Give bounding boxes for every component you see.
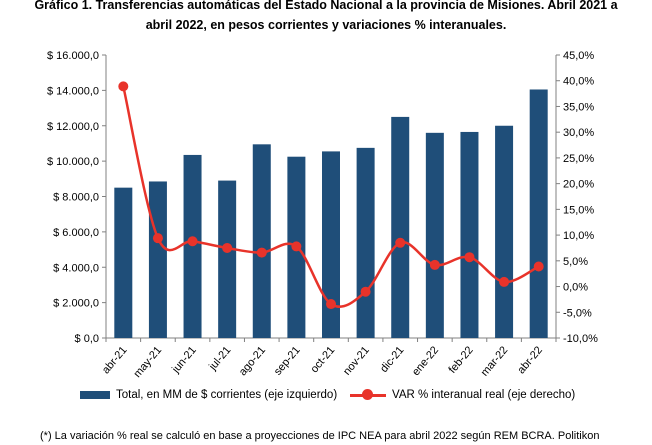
- legend-line-label: VAR % interanual real (eje derecho): [392, 389, 576, 401]
- legend-line-swatch: [350, 389, 386, 401]
- y-left-tick-label: $ 0,0: [75, 333, 99, 345]
- x-tick-label: jun-21: [169, 344, 198, 376]
- line-point: [222, 242, 233, 253]
- line-point: [291, 241, 302, 252]
- line-point: [152, 233, 163, 244]
- bar: [356, 147, 375, 338]
- line-point: [118, 81, 129, 92]
- bar: [322, 151, 340, 338]
- legend-item-line: VAR % interanual real (eje derecho): [350, 389, 575, 401]
- legend-item-bars: Total, en MM de $ corrientes (eje izquie…: [80, 389, 337, 401]
- legend-bar-label: Total, en MM de $ corrientes (eje izquie…: [116, 389, 338, 401]
- y-left-tick-label: $ 14.000,0: [47, 85, 99, 97]
- y-right-tick-label: -5,0%: [563, 307, 592, 319]
- bar: [252, 144, 271, 338]
- y-left-tick-label: $ 16.000,0: [47, 50, 99, 62]
- y-right-tick-label: 0,0%: [563, 282, 588, 294]
- x-tick-label: sep-21: [272, 344, 303, 377]
- chart-title-line-1: Gráfico 1. Transferencias automáticas de…: [34, 0, 618, 12]
- bar: [495, 125, 514, 338]
- y-left-tick-label: $ 2.000,0: [53, 298, 99, 310]
- x-tick-label: may-21: [131, 344, 164, 380]
- line-point: [187, 236, 198, 247]
- line-point: [256, 247, 267, 258]
- y-left-tick-label: $ 12.000,0: [47, 121, 99, 133]
- line-point: [326, 299, 336, 310]
- bar: [183, 154, 202, 338]
- bar: [529, 89, 548, 338]
- y-left-tick-label: $ 8.000,0: [53, 192, 99, 204]
- y-left-tick-label: $ 4.000,0: [53, 262, 99, 274]
- bar: [425, 132, 444, 338]
- y-left-tick-label: $ 6.000,0: [53, 227, 99, 239]
- line-point: [395, 237, 406, 248]
- bar: [114, 187, 133, 338]
- line-point: [429, 259, 440, 270]
- legend-bar-swatch: [80, 391, 110, 399]
- y-right-tick-label: 15,0%: [563, 204, 594, 216]
- combo-chart: $ 0,0 $ 2.000,0 $ 4.000,0 $ 6.000,0 $ 8.000,…: [47, 50, 598, 380]
- x-tick-label: jul-21: [206, 344, 233, 373]
- y-left-tick-label: $ 10.000,0: [47, 156, 99, 168]
- y-right-tick-label: 5,0%: [563, 256, 588, 268]
- footnote: (*) La variación % real se calculó en ba…: [40, 430, 600, 442]
- x-tick-label: abr-22: [515, 344, 545, 376]
- y-right-tick-label: -10,0%: [563, 333, 598, 345]
- x-tick-label: oct-21: [308, 344, 337, 375]
- line-point: [499, 276, 510, 287]
- bar: [391, 116, 410, 338]
- x-tick-label: feb-22: [447, 344, 476, 376]
- line-point: [533, 261, 544, 272]
- x-tick-label: nov-21: [341, 344, 372, 377]
- x-tick-label: dic-21: [378, 344, 406, 375]
- y-right-tick-label: 20,0%: [563, 179, 594, 191]
- line-point: [360, 286, 371, 297]
- y-right-tick-label: 25,0%: [563, 153, 594, 165]
- x-tick-label: abr-21: [100, 344, 130, 376]
- line-point: [464, 252, 475, 263]
- x-tick-label: ene-22: [410, 344, 441, 378]
- y-right-tick-label: 10,0%: [563, 230, 594, 242]
- y-right-tick-label: 45,0%: [563, 50, 594, 62]
- x-tick-label: ago-21: [237, 344, 268, 378]
- y-right-tick-label: 40,0%: [563, 76, 594, 88]
- chart-title-line-2: abril 2022, en pesos corrientes y variac…: [145, 18, 507, 32]
- bar: [148, 181, 167, 338]
- x-tick-label: mar-22: [479, 344, 511, 378]
- bar: [460, 131, 479, 338]
- y-right-tick-label: 30,0%: [563, 127, 594, 139]
- y-right-tick-label: 35,0%: [563, 101, 594, 113]
- bar: [218, 180, 237, 338]
